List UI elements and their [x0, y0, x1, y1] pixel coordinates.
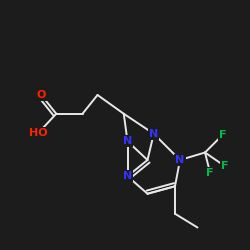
Text: O: O — [36, 90, 46, 100]
Text: N: N — [123, 171, 132, 181]
Text: F: F — [206, 168, 214, 177]
Text: F: F — [219, 130, 226, 140]
Text: N: N — [123, 136, 132, 146]
Text: N: N — [176, 155, 184, 165]
Text: F: F — [221, 161, 229, 171]
Text: N: N — [149, 129, 158, 139]
Text: HO: HO — [30, 128, 48, 138]
